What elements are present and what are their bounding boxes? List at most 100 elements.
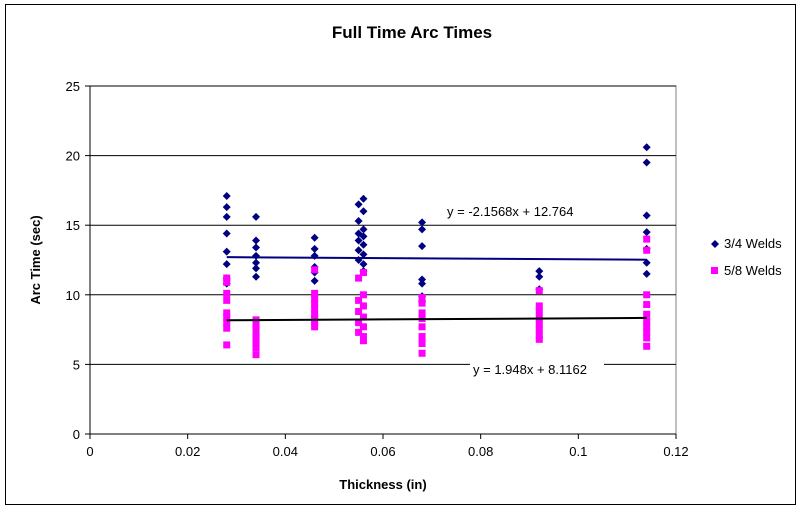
point-5-8-welds <box>643 235 651 243</box>
trend-equation-5-8-text: y = 1.948x + 8.1162 <box>473 362 587 377</box>
point-3-4-welds <box>354 217 363 226</box>
x-tick-label-1: 0.02 <box>175 444 200 459</box>
point-5-8-welds <box>643 310 651 318</box>
point-5-8-welds <box>418 294 426 302</box>
point-3-4-welds <box>642 158 651 167</box>
point-5-8-welds <box>223 296 231 304</box>
point-5-8-welds <box>311 289 319 297</box>
point-5-8-welds <box>311 299 319 307</box>
point-3-4-welds <box>418 218 427 227</box>
y-tick-label-0: 0 <box>73 427 80 442</box>
legend-item-3-4-welds: 3/4 Welds <box>711 236 782 251</box>
chart-frame <box>5 4 796 505</box>
point-5-8-welds <box>252 351 260 359</box>
point-3-4-welds <box>418 242 427 251</box>
point-3-4-welds <box>359 194 368 203</box>
point-5-8-welds <box>223 341 231 349</box>
trend-equation-3-4: y = -2.1568x + 12.764 <box>444 202 590 220</box>
point-5-8-welds <box>418 323 426 331</box>
point-3-4-welds <box>642 211 651 220</box>
trendline-3-4-welds <box>226 256 647 261</box>
x-tick-label-3: 0.06 <box>370 444 395 459</box>
data-points <box>222 143 651 359</box>
legend: 3/4 Welds 5/8 Welds <box>711 236 782 278</box>
point-3-4-welds <box>354 236 363 245</box>
point-5-8-welds <box>418 340 426 348</box>
point-3-4-welds <box>252 258 261 267</box>
point-5-8-welds <box>535 302 543 310</box>
point-5-8-welds <box>252 331 260 339</box>
point-5-8-welds <box>535 335 543 343</box>
y-tick-label-4: 20 <box>66 149 80 164</box>
point-3-4-welds <box>222 212 231 221</box>
point-3-4-welds <box>535 272 544 281</box>
point-3-4-welds <box>359 232 368 241</box>
point-5-8-welds <box>359 313 367 321</box>
point-3-4-welds <box>359 250 368 259</box>
trendline-5-8-welds <box>226 316 647 322</box>
point-5-8-welds <box>355 328 363 336</box>
point-5-8-welds <box>311 323 319 331</box>
point-3-4-welds <box>222 191 231 200</box>
point-3-4-welds <box>359 260 368 269</box>
point-5-8-welds <box>223 289 231 297</box>
point-5-8-welds <box>223 278 231 286</box>
x-tick-label-2: 0.04 <box>273 444 298 459</box>
point-5-8-welds <box>355 296 363 304</box>
y-axis-label: Arc Time (sec) <box>28 215 43 304</box>
point-5-8-welds <box>418 309 426 317</box>
point-5-8-welds <box>643 328 651 336</box>
legend-label-3-4-welds: 3/4 Welds <box>724 236 782 251</box>
point-3-4-welds <box>359 225 368 234</box>
point-5-8-welds <box>355 308 363 316</box>
point-5-8-welds <box>359 269 367 277</box>
point-3-4-welds <box>642 228 651 237</box>
x-axis-label: Thickness (in) <box>339 477 426 492</box>
point-5-8-welds <box>311 310 319 318</box>
point-3-4-welds <box>418 279 427 288</box>
point-5-8-welds <box>643 291 651 299</box>
point-3-4-welds <box>354 200 363 209</box>
y-tick-label-1: 5 <box>73 357 80 372</box>
x-tick-label-0: 0 <box>86 444 93 459</box>
point-3-4-welds <box>310 244 319 253</box>
point-5-8-welds <box>359 323 367 331</box>
axes: 0 5 10 15 20 25 0 0.02 0.04 0.06 0.08 0.1 0.12 <box>66 79 689 459</box>
point-3-4-welds <box>310 276 319 285</box>
point-5-8-welds <box>535 331 543 339</box>
point-5-8-welds <box>252 340 260 348</box>
trendlines <box>226 256 647 322</box>
point-3-4-welds <box>642 269 651 278</box>
point-3-4-welds <box>359 240 368 249</box>
point-5-8-welds <box>359 291 367 299</box>
y-tick-label-2: 10 <box>66 288 80 303</box>
point-5-8-welds <box>535 320 543 328</box>
x-tick-label-6: 0.12 <box>663 444 688 459</box>
point-5-8-welds <box>643 342 651 350</box>
point-3-4-welds <box>222 203 231 212</box>
point-5-8-welds <box>359 337 367 345</box>
point-5-8-welds <box>252 320 260 328</box>
point-5-8-welds <box>535 308 543 316</box>
point-5-8-welds <box>311 266 319 274</box>
legend-item-5-8-welds: 5/8 Welds <box>711 263 782 278</box>
point-3-4-welds <box>222 229 231 238</box>
point-3-4-welds <box>418 225 427 234</box>
text-labels: Full Time Arc Times Thickness (in) Arc T… <box>28 23 604 492</box>
point-3-4-welds <box>252 212 261 221</box>
point-3-4-welds <box>252 264 261 273</box>
point-5-8-welds <box>223 319 231 327</box>
point-3-4-welds <box>252 243 261 252</box>
x-tick-label-5: 0.1 <box>569 444 587 459</box>
point-5-8-welds <box>223 313 231 321</box>
point-3-4-welds <box>642 143 651 152</box>
x-tick-label-4: 0.08 <box>468 444 493 459</box>
legend-marker-3-4-welds <box>711 240 719 248</box>
point-5-8-welds <box>418 299 426 307</box>
legend-marker-5-8-welds <box>711 267 718 274</box>
point-3-4-welds <box>535 267 544 276</box>
point-5-8-welds <box>418 333 426 341</box>
point-5-8-welds <box>535 287 543 295</box>
point-3-4-welds <box>642 258 651 267</box>
